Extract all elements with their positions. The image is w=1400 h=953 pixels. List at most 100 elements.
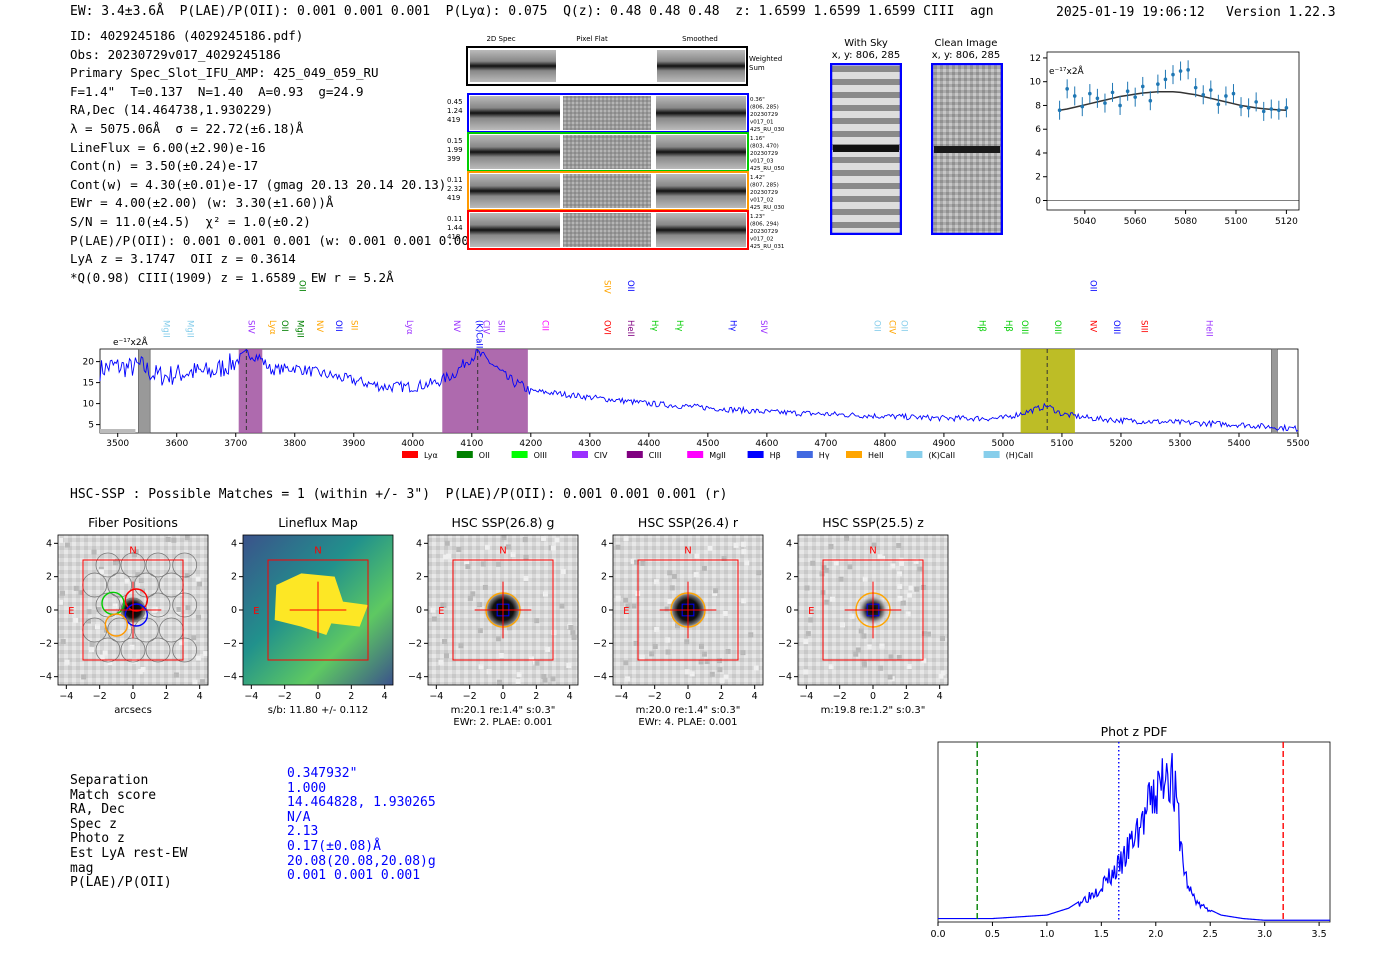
zoom-data-point [1246,106,1251,110]
cutout-x-tick-label: 2 [903,691,909,702]
spectrum-flux-line [99,349,1299,433]
cutout-x-tick-label: 2 [533,691,539,702]
noise-pixel [828,664,834,670]
fiber-footprint [120,552,146,578]
fiber-stat: 419 [447,194,460,202]
fiber-stat: 0.11 [447,215,463,223]
match-value: 20.08(20.08,20.08)g [287,853,436,869]
noise-pixel [550,676,556,682]
noise-pixel [441,638,447,644]
with-sky-title: With Sky [844,38,888,49]
noise-pixel [803,669,809,675]
spectrum-x-tick-label: 4600 [755,439,778,449]
noise-pixel [828,543,834,549]
noise-pixel [871,542,877,548]
cutout-x-tick-label: −2 [463,691,477,702]
fiber-meta: v017_03 [750,159,774,165]
cutout-y-tick-label: 0 [46,605,52,616]
noise-pixel [202,651,208,657]
photz-x-tick-label: 0.5 [985,929,1000,940]
noise-pixel [805,631,811,637]
cutout-x-tick-label: 0 [500,691,506,702]
fiber-smoothed [656,213,746,247]
noise-pixel [803,639,809,645]
noise-pixel [833,560,839,566]
noise-pixel [844,535,850,541]
noise-pixel [847,564,853,570]
noise-pixel [496,561,502,567]
info-line: λ = 5075.06Å σ = 22.72(±6.18)Å [70,120,304,136]
zoom-data-point [1216,102,1221,107]
cutout-caption: s/b: 11.80 +/- 0.112 [268,705,368,716]
noise-pixel [722,610,728,616]
cutout-panel: HSC SSP(26.4) r N E −4 −4 −2 −2 0 0 2 2 4 4 m:20.0 re… [593,515,764,725]
noise-pixel [640,560,646,566]
spectrum-x-tick-label: 5500 [1287,439,1310,449]
spectrum-x-tick-label: 3800 [283,439,306,449]
noise-pixel [744,560,750,566]
noise-pixel [654,626,660,632]
zoom-x-tick-label: 5080 [1174,217,1197,227]
noise-pixel [701,565,707,571]
noise-pixel [486,669,492,675]
noise-pixel [505,544,511,550]
fiber-strips: 2D Spec Pixel Flat Smoothed Weighted Sum… [447,35,785,250]
search-box [452,559,554,661]
match-label: mag [70,860,94,876]
full-spectrum-plot: 3500 3600 3700 3800 3900 4000 4100 4200 4300 4400… [83,280,1310,460]
noise-pixel [441,602,447,608]
noise-pixel [64,659,70,665]
noise-pixel [897,595,903,601]
zoom-data-point [1140,84,1145,89]
spectrum-x-tick-label: 3600 [165,439,188,449]
east-label: E [253,606,259,617]
zoom-unit-label: e⁻¹⁷x2Å [1049,65,1085,77]
noise-pixel [534,660,540,666]
fiber-meta: 1.23" [750,214,765,220]
fiber-meta: (806, 285) [750,105,779,111]
noise-pixel [196,655,202,661]
noise-pixel [862,576,868,582]
spectrum-line-label: SIII [1139,320,1149,333]
spectrum-error-shade [100,429,136,433]
noise-pixel [938,673,944,679]
zoom-data-point [1103,101,1107,105]
photz-axes-frame [937,741,1331,923]
noise-pixel [631,603,637,609]
search-box [822,559,924,661]
cutout-x-tick-label: 2 [163,691,169,702]
noise-pixel [753,665,759,671]
noise-pixel [667,598,673,604]
noise-pixel [133,549,139,555]
noise-pixel [698,643,704,649]
noise-pixel [94,624,100,630]
noise-pixel [58,599,64,605]
noise-pixel [444,540,450,546]
fiber-meta: v017_01 [750,120,774,126]
fiber-footprint [107,572,133,598]
noise-pixel [704,659,710,665]
noise-pixel [879,643,885,649]
fiber-2d-spec [470,174,560,208]
zoom-data-point [1277,108,1281,113]
spectrum-line-label: OII [333,320,343,332]
noise-pixel [171,537,177,543]
cutout-x-tick-label: −4 [799,691,813,702]
cutout-caption: m:20.1 re:1.4" s:0.3" [451,705,556,716]
noise-pixel [623,660,629,666]
spectrum-line-label: OIII [1052,320,1062,334]
noise-pixel [571,634,577,640]
photz-x-tick-label: 1.0 [1039,929,1054,940]
col-header: Pixel Flat [576,35,608,43]
noise-pixel [693,572,699,578]
noise-pixel [829,596,835,602]
spectrum-x-tick-label: 5100 [1050,439,1073,449]
zoom-data-point [1284,106,1289,110]
cutout-title: HSC SSP(26.8) g [452,515,555,530]
noise-pixel [861,633,867,639]
spectrum-x-tick-label: 5400 [1228,439,1251,449]
fiber-meta: v017_02 [750,198,774,204]
noise-pixel [858,628,864,634]
